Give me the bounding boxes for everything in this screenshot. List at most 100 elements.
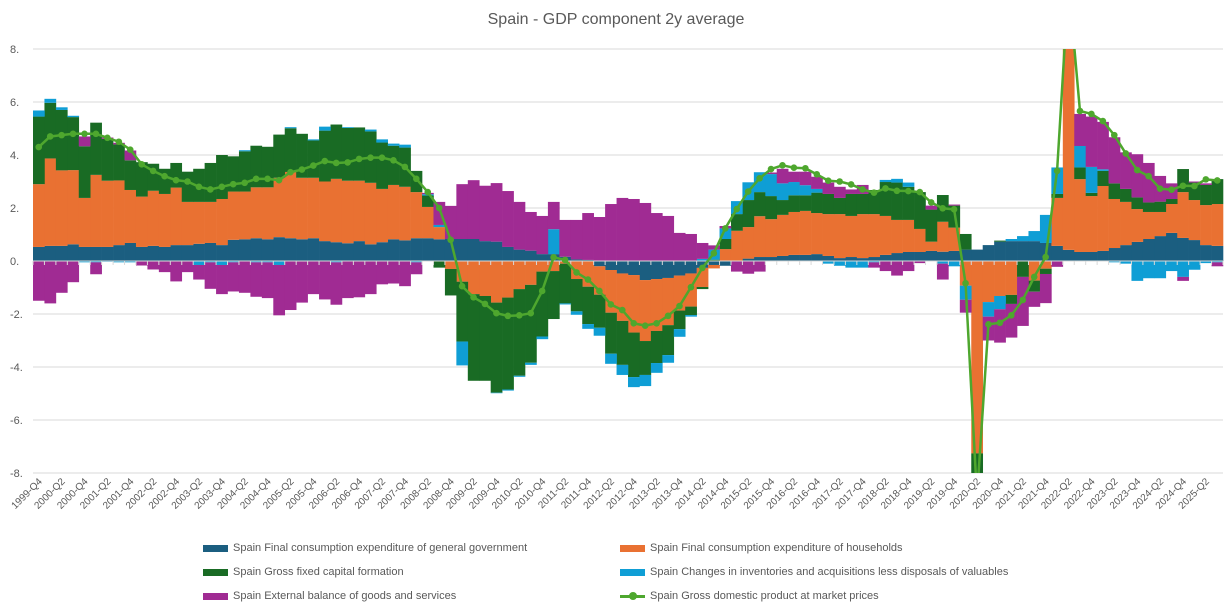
bar-segment — [181, 261, 194, 273]
bar-segment — [765, 174, 778, 197]
gdp-point — [1122, 150, 1130, 157]
bar-segment — [422, 206, 434, 239]
bar-segment — [902, 186, 915, 220]
bar-segment — [593, 266, 606, 295]
bar-segment — [296, 261, 308, 303]
bar-segment — [502, 389, 514, 391]
bar-segment — [204, 201, 217, 243]
bar-segment — [753, 172, 766, 193]
gdp-point — [515, 312, 523, 319]
gdp-point — [653, 319, 660, 327]
bar-segment — [879, 254, 892, 261]
bar-segment — [719, 249, 732, 261]
bar-segment — [982, 302, 995, 317]
bar-segment — [662, 325, 675, 356]
bar-segment — [1097, 121, 1109, 170]
bar-segment — [261, 261, 274, 263]
bar-segment — [570, 279, 583, 312]
bar-segment — [719, 228, 732, 240]
bar-segment — [948, 250, 961, 261]
legend-item-external-balance: Spain External balance of goods and serv… — [203, 586, 456, 606]
gdp-point — [939, 204, 946, 212]
gdp-point — [241, 179, 248, 187]
bar-segment — [536, 261, 549, 272]
bar-segment — [822, 255, 835, 261]
bar-segment — [959, 249, 972, 261]
bar-segment — [1142, 162, 1155, 203]
gdp-point — [46, 133, 54, 140]
bar-segment — [547, 201, 560, 230]
legend-label: Spain Gross domestic product at market p… — [650, 590, 879, 602]
bar-segment — [811, 188, 823, 193]
bar-segment — [1142, 211, 1155, 240]
bar-segment — [742, 227, 755, 259]
bar-segment — [788, 195, 800, 212]
bar-segment — [387, 184, 400, 240]
bar-segment — [158, 246, 171, 261]
bar-segment — [673, 232, 686, 261]
gdp-point — [1110, 131, 1118, 139]
bar-segment — [948, 204, 961, 206]
gdp-point — [504, 312, 512, 320]
bar-segment — [410, 238, 423, 261]
bar-segment — [593, 327, 606, 336]
bar-segment — [650, 279, 663, 331]
bar-segment — [856, 258, 869, 261]
y-axis-ticks: 8. 6. 4. 2. 0. -2. -4. -6. -8. — [10, 44, 23, 480]
bar-segment — [730, 214, 743, 231]
bar-segment — [261, 187, 274, 240]
bar-segment — [1154, 236, 1167, 261]
bar-segment — [547, 261, 560, 272]
bar-segment — [261, 146, 274, 188]
bar-segment — [55, 261, 68, 293]
bar-segment — [1165, 198, 1178, 205]
bar-segment — [502, 191, 514, 247]
gdp-point — [344, 159, 351, 166]
bar-segment — [1074, 179, 1086, 252]
bar-segment — [170, 187, 183, 246]
bar-segment — [502, 297, 514, 390]
bar-segment — [936, 261, 949, 264]
bar-segment — [1200, 245, 1212, 261]
legend: Spain Final consumption expenditure of g… — [0, 538, 1232, 608]
bar-segment — [135, 261, 148, 266]
bar-segment — [227, 261, 240, 263]
bar-segment — [216, 155, 228, 199]
bar-segment — [353, 127, 366, 181]
gdp-point — [687, 283, 695, 291]
bar-segment — [536, 271, 549, 337]
bar-segment — [33, 246, 45, 261]
gdp-point — [1042, 253, 1049, 261]
gdp-point — [332, 159, 340, 167]
bar-segment — [811, 176, 823, 189]
bar-segment — [605, 353, 617, 364]
bar-segment — [776, 214, 789, 256]
bar-segment — [1028, 241, 1041, 261]
gdp-point — [596, 287, 603, 295]
legend-item-gfcf: Spain Gross fixed capital formation — [203, 562, 404, 582]
gdp-point — [882, 185, 889, 192]
gdp-point — [447, 236, 454, 244]
bar-segment — [387, 261, 400, 284]
gdp-point — [355, 155, 363, 163]
gdp-point — [493, 309, 500, 317]
gdp-point — [767, 165, 775, 173]
bar-segment — [273, 134, 286, 178]
bar-segment — [582, 324, 594, 329]
bar-segment — [147, 245, 160, 261]
bar-segment — [868, 257, 881, 261]
x-axis-ticks: 1999-Q42000-Q22000-Q42001-Q22001-Q42002-… — [10, 476, 1213, 512]
bar-segment — [1188, 240, 1201, 261]
bar-segment — [788, 171, 800, 183]
bar-segment — [776, 168, 789, 184]
legend-label: Spain Gross fixed capital formation — [233, 566, 404, 578]
bar-segment — [387, 145, 400, 185]
bar-segment — [799, 171, 812, 186]
bar-segment — [341, 243, 354, 261]
bar-segment — [273, 264, 286, 316]
legend-item-households: Spain Final consumption expenditure of h… — [620, 538, 903, 558]
bar-segment — [845, 215, 858, 258]
bar-segment — [730, 230, 743, 261]
y-tick-label: -4. — [10, 362, 23, 374]
bar-segment — [1120, 201, 1132, 246]
